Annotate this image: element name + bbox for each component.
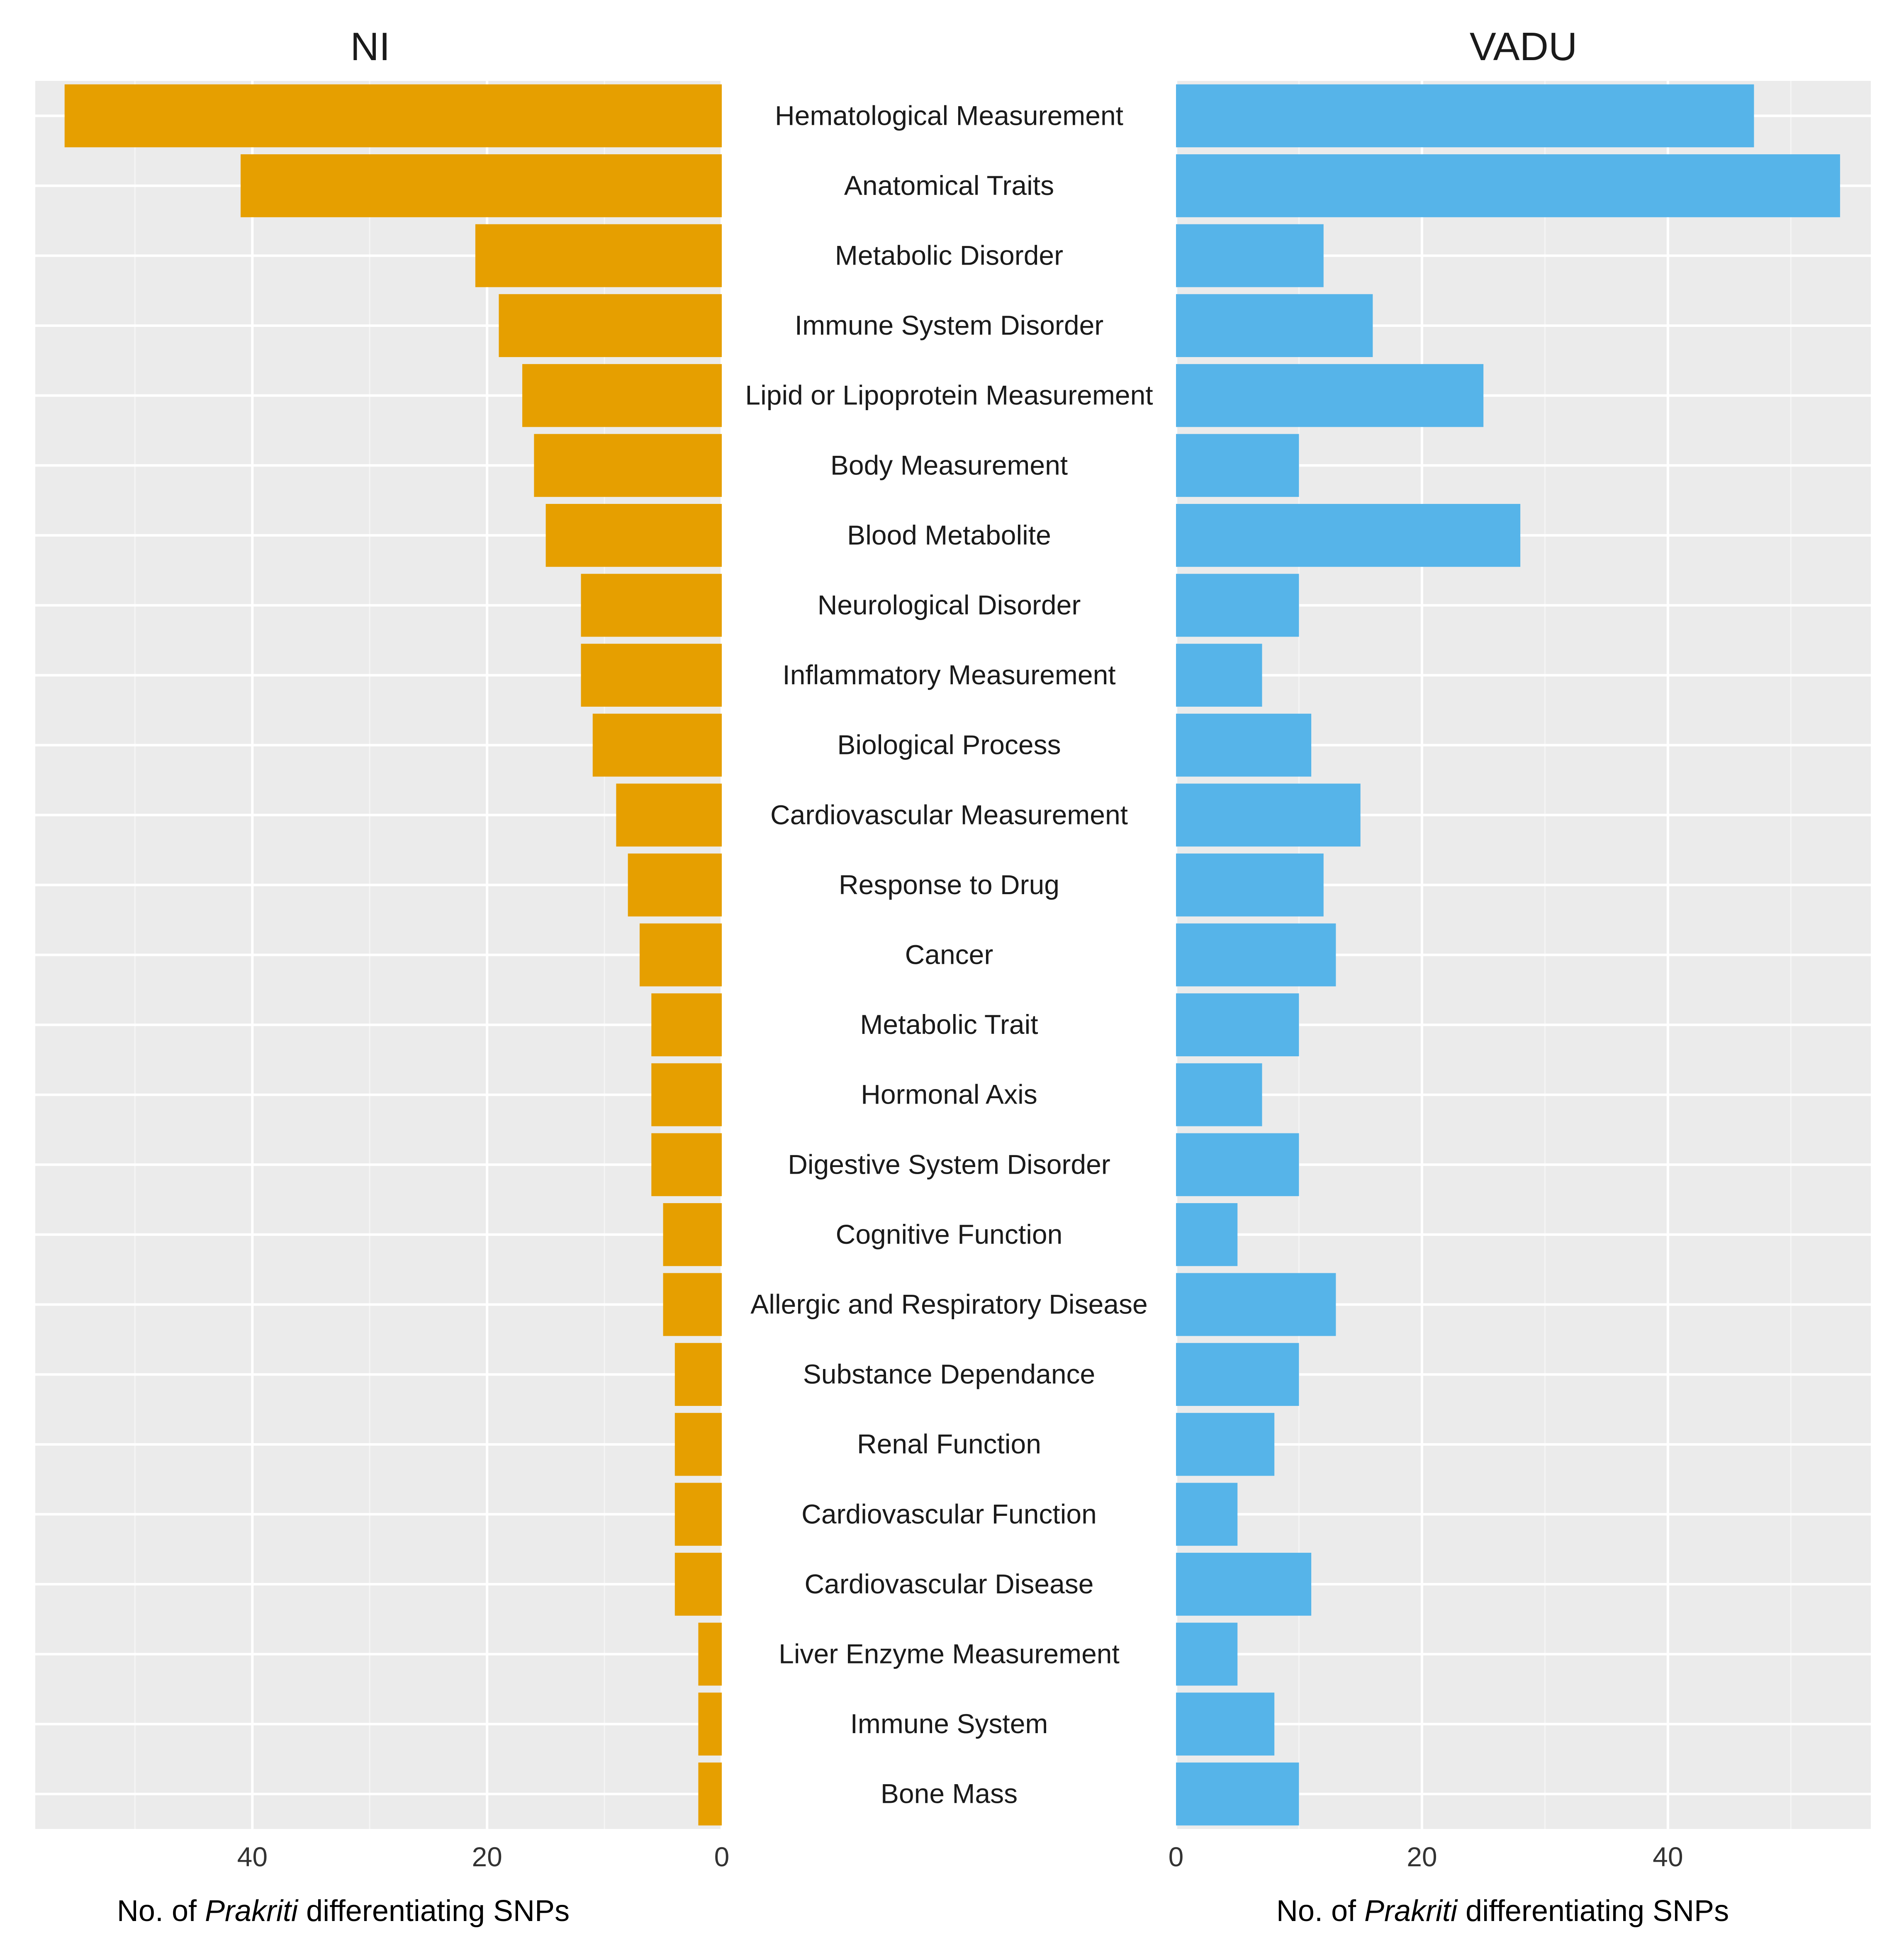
category-label: Liver Enzyme Measurement bbox=[779, 1639, 1120, 1669]
category-label: Inflammatory Measurement bbox=[782, 659, 1115, 690]
panel-title-vadu: VADU bbox=[1470, 24, 1578, 69]
bar-ni-10 bbox=[616, 783, 722, 847]
category-label: Immune System bbox=[850, 1708, 1048, 1739]
x-axis-title-suffix: differentiating SNPs bbox=[298, 1894, 570, 1928]
bar-ni-1 bbox=[241, 154, 722, 217]
bar-vadu-18 bbox=[1176, 1343, 1299, 1406]
bar-ni-12 bbox=[639, 923, 722, 987]
bar-ni-5 bbox=[534, 434, 722, 497]
bar-ni-22 bbox=[698, 1622, 722, 1686]
vadu-panel: 0 20 40 VADU No. of Prakriti differentiating… bbox=[1169, 24, 1871, 1928]
category-label: Cardiovascular Disease bbox=[805, 1568, 1094, 1599]
bar-ni-21 bbox=[674, 1553, 722, 1616]
category-label: Cognitive Function bbox=[836, 1219, 1063, 1250]
bar-ni-2 bbox=[475, 224, 722, 287]
category-label: Renal Function bbox=[857, 1429, 1041, 1459]
category-label: Response to Drug bbox=[839, 869, 1059, 900]
bar-ni-14 bbox=[651, 1063, 722, 1126]
x-axis-title-italic: Prakriti bbox=[205, 1894, 299, 1928]
bar-vadu-0 bbox=[1176, 84, 1754, 148]
bar-vadu-2 bbox=[1176, 224, 1324, 287]
x-tick-label: 0 bbox=[714, 1841, 730, 1872]
x-axis-title-prefix: No. of bbox=[117, 1894, 205, 1928]
bar-vadu-14 bbox=[1176, 1063, 1262, 1126]
x-axis-title: No. of Prakriti differentiating SNPs bbox=[117, 1894, 570, 1928]
bar-ni-13 bbox=[651, 993, 722, 1056]
category-label: Bone Mass bbox=[881, 1778, 1018, 1809]
bar-ni-24 bbox=[698, 1762, 722, 1826]
x-axis-title: No. of Prakriti differentiating SNPs bbox=[1276, 1894, 1729, 1928]
bar-vadu-11 bbox=[1176, 854, 1324, 917]
bar-vadu-23 bbox=[1176, 1693, 1275, 1756]
bar-ni-8 bbox=[581, 644, 722, 707]
bar-ni-23 bbox=[698, 1693, 722, 1756]
category-labels: Hematological Measurement Anatomical Trai… bbox=[745, 100, 1153, 1809]
category-label: Hematological Measurement bbox=[775, 100, 1123, 131]
category-label: Allergic and Respiratory Disease bbox=[750, 1289, 1147, 1320]
category-label: Biological Process bbox=[837, 730, 1061, 760]
bar-ni-11 bbox=[628, 854, 722, 917]
category-label: Anatomical Traits bbox=[844, 170, 1054, 201]
bar-ni-3 bbox=[499, 294, 722, 357]
bar-vadu-22 bbox=[1176, 1622, 1238, 1686]
bar-vadu-3 bbox=[1176, 294, 1373, 357]
bar-vadu-6 bbox=[1176, 504, 1521, 567]
bar-ni-4 bbox=[522, 364, 722, 427]
bar-vadu-19 bbox=[1176, 1413, 1275, 1476]
bar-vadu-5 bbox=[1176, 434, 1299, 497]
x-axis-title-prefix: No. of bbox=[1276, 1894, 1364, 1928]
bar-ni-16 bbox=[663, 1203, 722, 1266]
x-tick-label: 40 bbox=[237, 1841, 268, 1872]
ni-panel: 40 20 0 NI No. of Prakriti differentiating S… bbox=[35, 24, 729, 1928]
category-label: Metabolic Disorder bbox=[835, 240, 1063, 271]
x-axis-title-italic: Prakriti bbox=[1364, 1894, 1458, 1928]
bar-ni-6 bbox=[545, 504, 722, 567]
bar-ni-7 bbox=[581, 574, 722, 637]
category-label: Substance Dependance bbox=[803, 1359, 1096, 1389]
bar-vadu-16 bbox=[1176, 1203, 1238, 1266]
category-label: Digestive System Disorder bbox=[788, 1149, 1110, 1179]
bar-vadu-9 bbox=[1176, 713, 1312, 777]
x-tick-label: 20 bbox=[472, 1841, 502, 1872]
category-label: Hormonal Axis bbox=[861, 1079, 1037, 1110]
x-tick-label: 40 bbox=[1653, 1841, 1683, 1872]
bar-ni-0 bbox=[64, 84, 722, 148]
bar-ni-20 bbox=[674, 1483, 722, 1546]
category-label: Lipid or Lipoprotein Measurement bbox=[745, 380, 1153, 411]
panel-title-ni: NI bbox=[351, 24, 390, 69]
category-label: Cardiovascular Measurement bbox=[770, 799, 1128, 830]
bar-vadu-24 bbox=[1176, 1762, 1299, 1826]
category-label: Body Measurement bbox=[830, 450, 1068, 480]
x-axis-title-suffix: differentiating SNPs bbox=[1457, 1894, 1729, 1928]
bar-vadu-1 bbox=[1176, 154, 1840, 217]
bar-vadu-20 bbox=[1176, 1483, 1238, 1546]
bar-vadu-10 bbox=[1176, 783, 1361, 847]
bar-ni-19 bbox=[674, 1413, 722, 1476]
category-label: Cardiovascular Function bbox=[801, 1498, 1097, 1529]
category-label: Blood Metabolite bbox=[847, 520, 1051, 550]
category-label: Cancer bbox=[905, 939, 993, 970]
category-label: Immune System Disorder bbox=[795, 310, 1104, 340]
bar-ni-9 bbox=[592, 713, 722, 777]
bar-ni-17 bbox=[663, 1273, 722, 1336]
bar-vadu-17 bbox=[1176, 1273, 1336, 1336]
category-label: Neurological Disorder bbox=[818, 590, 1081, 620]
bar-vadu-12 bbox=[1176, 923, 1336, 987]
bar-vadu-4 bbox=[1176, 364, 1484, 427]
x-tick-label: 20 bbox=[1407, 1841, 1437, 1872]
category-label: Metabolic Trait bbox=[860, 1009, 1038, 1040]
bar-vadu-21 bbox=[1176, 1553, 1312, 1616]
bar-ni-15 bbox=[651, 1133, 722, 1196]
bar-vadu-8 bbox=[1176, 644, 1262, 707]
bar-ni-18 bbox=[674, 1343, 722, 1406]
bar-vadu-7 bbox=[1176, 574, 1299, 637]
bar-vadu-15 bbox=[1176, 1133, 1299, 1196]
bar-vadu-13 bbox=[1176, 993, 1299, 1056]
x-tick-label: 0 bbox=[1169, 1841, 1184, 1872]
